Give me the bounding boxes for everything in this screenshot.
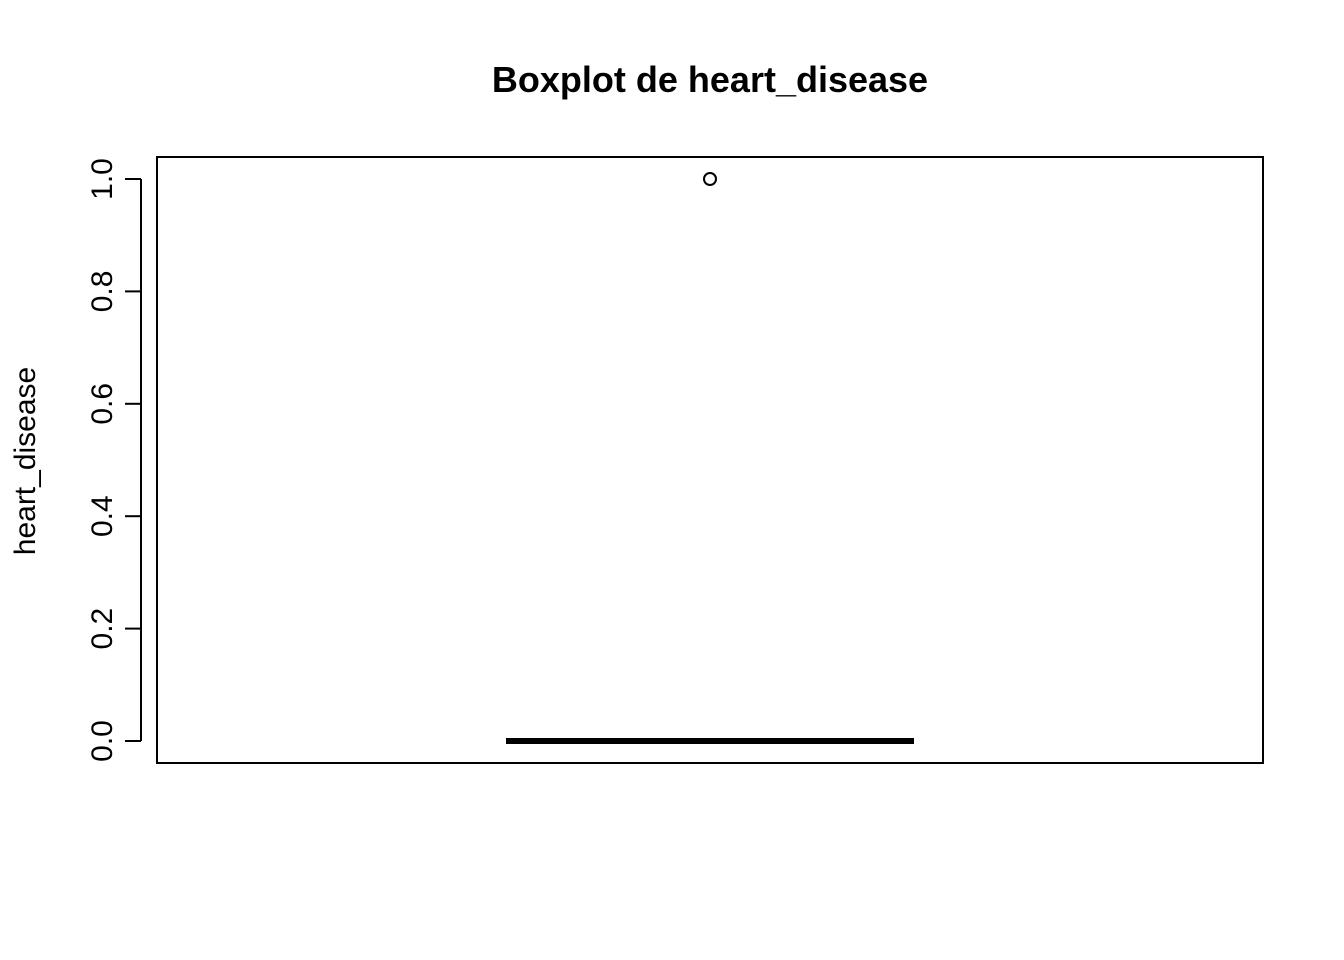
y-tick-label: 0.8	[86, 271, 119, 313]
outliers	[703, 172, 717, 186]
y-tick-label: 0.6	[86, 383, 119, 425]
y-tick-label: 0.2	[86, 608, 119, 650]
y-tick-label: 0.4	[86, 495, 119, 537]
y-tick-label: 1.0	[86, 158, 119, 200]
plot-frame	[156, 156, 1264, 764]
y-tick-label: 0.0	[86, 720, 119, 762]
outlier-point	[703, 172, 717, 186]
y-axis-ticks: 0.0 0.2 0.4 0.6 0.8 1.0	[86, 158, 141, 762]
chart-title: Boxplot de heart_disease	[492, 59, 928, 100]
y-axis-label: heart_disease	[9, 367, 42, 555]
